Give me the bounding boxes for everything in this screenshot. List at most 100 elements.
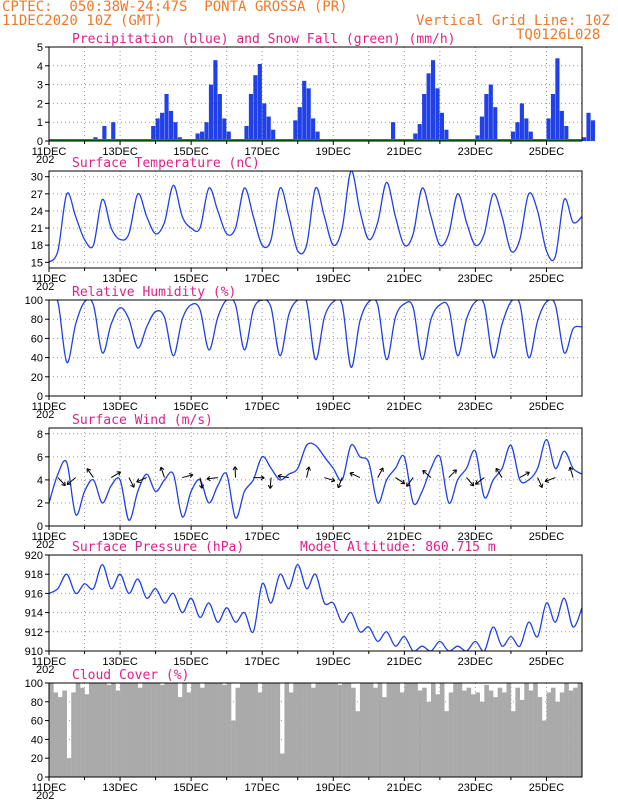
cloud-bar	[408, 683, 414, 777]
cloud-bar	[324, 683, 330, 777]
precip-bar	[475, 135, 480, 141]
y-tick-label: 910	[25, 646, 43, 658]
x-axis-year-cut: 202	[36, 664, 54, 676]
precip-bar	[590, 120, 596, 141]
precip-bar	[555, 58, 560, 141]
cloud-bar	[488, 690, 494, 777]
cloud-bar	[155, 683, 161, 777]
wind-arrow	[519, 471, 530, 479]
cloud-bar	[337, 684, 343, 777]
precip-bar	[315, 131, 320, 141]
x-axis-year-cut: 202	[36, 790, 54, 800]
y-tick-label: 100	[25, 295, 43, 307]
y-tick-label: 0	[37, 136, 43, 148]
precip-bar	[302, 80, 307, 141]
cloud-bar	[399, 692, 405, 777]
precip-bar	[422, 94, 427, 141]
wind-arrow-head	[495, 467, 500, 473]
x-axis-year-cut: 202	[36, 539, 54, 551]
cloud-bar	[355, 711, 361, 777]
wind-arrow-head	[159, 466, 165, 472]
x-tick-label: 13DEC	[102, 656, 138, 668]
precip-bar	[253, 75, 258, 141]
precip-bar	[213, 60, 218, 141]
precip-bar	[257, 63, 262, 141]
wind-arrow	[395, 477, 405, 484]
cloud-bar	[439, 683, 445, 777]
cloud-bar	[550, 687, 556, 777]
x-tick-label: 17DEC	[244, 273, 280, 285]
y-tick-label: 8	[37, 429, 43, 441]
cloud-bar	[386, 683, 392, 777]
cloud-bar	[528, 690, 534, 777]
temperature-line	[49, 171, 582, 263]
wind-arrow	[234, 466, 237, 478]
cloud-bar	[404, 683, 409, 777]
cloud-bar	[475, 692, 481, 777]
x-tick-label: 15DEC	[173, 273, 209, 285]
y-tick-label: 80	[31, 314, 43, 326]
x-tick-label: 17DEC	[244, 782, 280, 794]
cloud-bar	[168, 683, 174, 777]
cloud-bar	[564, 683, 569, 777]
precip-bar	[524, 118, 529, 141]
wind-arrow-head	[379, 467, 384, 472]
cloud-bar	[84, 694, 90, 777]
panel-humidity	[45, 299, 583, 400]
wind-arrow	[136, 477, 147, 483]
cloud-bar	[257, 692, 263, 777]
cloud-bar	[568, 690, 574, 777]
precip-bar	[586, 112, 591, 141]
cloud-bar	[479, 701, 485, 777]
cloud-bar	[49, 683, 54, 777]
precip-bar	[311, 118, 316, 141]
cloud-bar	[510, 711, 516, 777]
cloud-bar	[173, 683, 179, 777]
cloud-bar	[546, 692, 552, 777]
humidity-line	[49, 300, 582, 368]
precip-bar	[484, 94, 489, 141]
x-tick-label: 19DEC	[316, 146, 352, 158]
wind-arrow	[569, 466, 574, 478]
y-tick-label: 60	[31, 333, 43, 345]
cloud-bar	[422, 687, 427, 777]
cloud-bar	[342, 683, 347, 777]
precip-bar	[217, 94, 222, 141]
plot-frame	[48, 299, 583, 397]
wind-arrow	[324, 477, 336, 482]
x-tick-label: 25DEC	[529, 656, 565, 668]
panel-temperature	[45, 170, 583, 272]
x-tick-label: 21DEC	[387, 782, 423, 794]
precip-bar	[413, 133, 418, 141]
vertical-grid-note: Vertical Grid Line: 10Z	[416, 13, 610, 29]
x-tick-label: 19DEC	[316, 656, 352, 668]
cloud-bar	[142, 683, 147, 777]
cloud-bar	[444, 711, 449, 777]
y-tick-label: 912	[25, 627, 43, 639]
cloud-bar	[208, 683, 214, 777]
y-tick-label: 24	[31, 206, 43, 218]
x-tick-label: 13DEC	[102, 401, 138, 413]
x-tick-label: 19DEC	[316, 782, 352, 794]
y-tick-label: 0	[37, 772, 43, 784]
wind-arrow-head	[116, 471, 122, 476]
cloud-bar	[97, 683, 103, 777]
x-tick-label: 25DEC	[529, 782, 565, 794]
cloud-bar	[160, 684, 165, 777]
wind-arrow	[406, 477, 414, 487]
x-tick-label: 15DEC	[173, 401, 209, 413]
wind-arrow	[349, 472, 361, 479]
cloud-bar	[391, 683, 396, 777]
cloud-bar	[204, 683, 210, 777]
y-tick-label: 1	[37, 117, 43, 129]
x-tick-label: 23DEC	[458, 401, 494, 413]
wind-arrow-head	[199, 484, 205, 489]
y-tick-label: 18	[31, 240, 43, 252]
cloud-bar	[364, 683, 369, 777]
x-tick-label: 11DEC	[32, 782, 67, 794]
cloud-bar	[102, 683, 107, 777]
cloud-bar	[297, 683, 303, 777]
temperature-title: Surface Temperature (nC)	[72, 156, 260, 171]
cloud-bar	[382, 697, 387, 777]
cloud-bar	[137, 687, 143, 777]
